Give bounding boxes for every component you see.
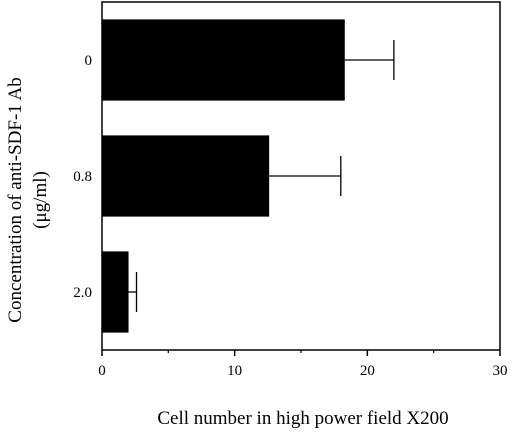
y-axis-title-main: Concentration of anti-SDF-1 Ab: [5, 77, 26, 322]
x-axis-title-text: Cell number in high power field X200: [157, 408, 448, 429]
x-axis-title: Cell number in high power field X200: [157, 408, 448, 429]
x-tick-label-2: 20: [360, 363, 375, 379]
bar-1: [102, 135, 270, 217]
x-tick-label-0: 0: [98, 363, 106, 379]
bar-2: [102, 251, 129, 333]
y-tick-label-2: 2.0: [73, 285, 92, 301]
y-axis-title-unit: (μg/ml): [30, 171, 51, 229]
y-tick-label-0: 0: [85, 53, 93, 69]
x-tick-label-1: 10: [227, 363, 242, 379]
plot-area: 0 10 20 30 0 0.8 2.0: [73, 1, 508, 379]
x-tick-label-3: 30: [493, 363, 508, 379]
y-tick-label-1: 0.8: [73, 169, 92, 185]
bar-0: [102, 19, 345, 101]
y-axis-title: Concentration of anti-SDF-1 Ab (μg/ml): [5, 77, 51, 322]
